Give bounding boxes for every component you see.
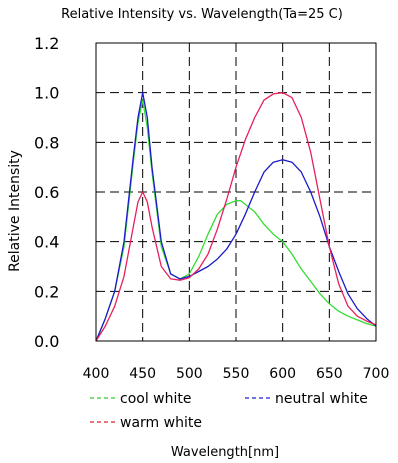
x-tick-label: 700 [363, 366, 390, 382]
grid-lines [96, 43, 376, 341]
legend: cool white neutral white warm white [90, 391, 368, 431]
x-axis-label: Wavelength[nm] [171, 445, 279, 460]
y-tick-labels: 0.0 0.2 0.4 0.6 0.8 1.0 1.2 [34, 34, 59, 351]
y-axis-label: Relative Intensity [7, 150, 23, 272]
series-line-1 [95, 92, 377, 342]
legend-label: neutral white [275, 391, 368, 407]
y-tick-label: 0.8 [34, 133, 59, 152]
plot-frame [95, 42, 377, 342]
series-line-0 [95, 99, 377, 342]
y-tick-label: 1.2 [34, 34, 59, 53]
y-tick-label: 0.2 [34, 282, 59, 301]
legend-label: warm white [120, 415, 202, 431]
series-lines [95, 92, 377, 342]
x-tick-label: 500 [176, 366, 203, 382]
legend-label: cool white [120, 391, 191, 407]
x-tick-label: 550 [223, 366, 250, 382]
y-tick-label: 1.0 [34, 84, 59, 103]
x-tick-label: 600 [269, 366, 296, 382]
y-tick-label: 0.6 [34, 183, 59, 202]
x-tick-label: 450 [129, 366, 156, 382]
x-tick-label: 400 [83, 366, 110, 382]
series-line-2 [95, 92, 377, 342]
x-tick-label: 650 [316, 366, 343, 382]
x-tick-labels: 400 450 500 550 600 650 700 [83, 366, 390, 382]
y-tick-label: 0.4 [34, 233, 59, 252]
y-tick-label: 0.0 [34, 332, 59, 351]
chart-title: Relative Intensity vs. Wavelength(Ta=25 … [61, 7, 343, 22]
